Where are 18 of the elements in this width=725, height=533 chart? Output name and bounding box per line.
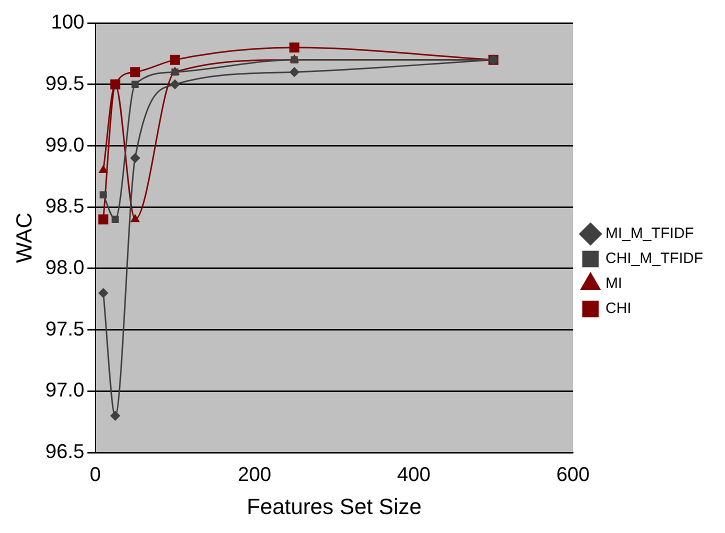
- y-tick-label: 97.5: [45, 318, 84, 340]
- y-tick-label: 100: [50, 12, 84, 34]
- x-tick-label: 200: [238, 464, 272, 486]
- y-tick-label: 98.5: [45, 196, 84, 218]
- x-tick-label: 400: [397, 464, 430, 486]
- legend-label: CHI: [606, 300, 632, 318]
- y-tick-label: 97.0: [45, 380, 84, 402]
- legend-label: CHI_M_TFIDF: [606, 250, 703, 268]
- y-tick-label: 98.0: [45, 257, 84, 279]
- x-tick-label: 0: [90, 464, 101, 486]
- y-axis-title: WAC: [11, 212, 36, 264]
- legend-label: MI: [606, 275, 622, 292]
- y-tick-label: 96.5: [45, 441, 84, 464]
- x-axis-title: Features Set Size: [246, 494, 422, 519]
- y-tick-label: 99.5: [45, 72, 84, 95]
- x-tick-label: 600: [556, 464, 590, 486]
- legend-label: MI_M_TFIDF: [606, 225, 694, 242]
- y-tick-label: 99.0: [45, 134, 84, 156]
